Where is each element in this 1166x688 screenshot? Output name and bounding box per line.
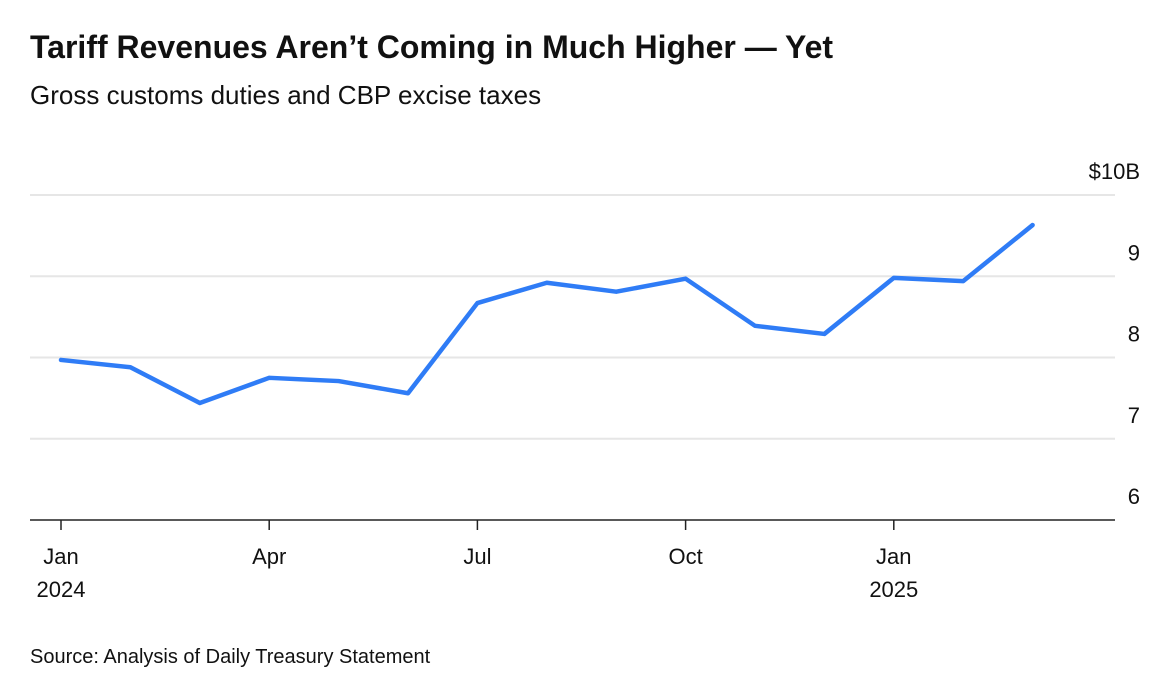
- x-tick-year: 2025: [869, 577, 918, 602]
- x-tick-label: Jul: [463, 544, 491, 569]
- y-tick-label: 7: [1128, 403, 1140, 428]
- chart-subtitle: Gross customs duties and CBP excise taxe…: [30, 80, 541, 110]
- x-tick-year: 2024: [37, 577, 86, 602]
- y-tick-label: $10B: [1089, 159, 1140, 184]
- y-tick-label: 6: [1128, 484, 1140, 509]
- x-tick-label: Oct: [668, 544, 702, 569]
- chart-title: Tariff Revenues Aren’t Coming in Much Hi…: [30, 29, 833, 65]
- x-tick-label: Jan: [43, 544, 78, 569]
- x-tick-label: Apr: [252, 544, 286, 569]
- source: Source: Analysis of Daily Treasury State…: [30, 646, 431, 668]
- y-tick-label: 8: [1128, 322, 1140, 347]
- line: [58, 222, 1035, 406]
- y-tick-label: 9: [1128, 240, 1140, 265]
- x-tick-label: Jan: [876, 544, 911, 569]
